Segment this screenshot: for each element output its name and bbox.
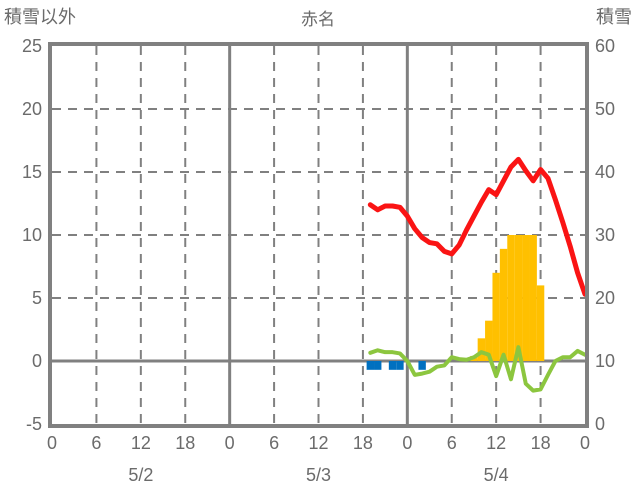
y-axis-tick-label: 20 — [21, 99, 42, 119]
x-axis-tick-label: 6 — [91, 433, 102, 453]
x-axis-tick-label: 18 — [175, 433, 196, 453]
y-axis-tick-label: 0 — [31, 351, 42, 371]
x-axis-day-label: 5/3 — [305, 465, 332, 485]
x-axis-tick-label: 18 — [530, 433, 551, 453]
chart-canvas — [52, 46, 585, 424]
left-axis-unit-label: 積雪以外 — [4, 7, 76, 27]
y-axis-tick-label: -5 — [25, 414, 42, 434]
x-axis-tick-label: 0 — [46, 433, 57, 453]
y2-axis-tick-label: 40 — [595, 162, 616, 182]
plot-inner — [52, 46, 585, 424]
y2-axis-tick-label: 10 — [595, 351, 616, 371]
x-axis-tick-label: 0 — [402, 433, 413, 453]
x-axis-day-label: 5/2 — [128, 465, 154, 485]
x-axis-tick-label: 18 — [352, 433, 373, 453]
right-axis-unit-label: 積雪 — [596, 7, 632, 27]
chart-title: 赤名 — [301, 10, 335, 29]
y-axis-tick-label: 15 — [21, 162, 42, 182]
y2-axis-tick-label: 50 — [595, 99, 616, 119]
y2-axis-tick-label: 30 — [595, 225, 616, 245]
x-axis-tick-label: 12 — [130, 433, 151, 453]
y2-axis-tick-label: 0 — [595, 414, 606, 434]
x-axis-day-label: 5/4 — [483, 465, 509, 485]
x-axis-tick-label: 12 — [486, 433, 507, 453]
x-axis-tick-label: 0 — [579, 433, 590, 453]
x-axis-tick-label: 6 — [446, 433, 457, 453]
x-axis-tick-label: 6 — [269, 433, 280, 453]
y2-axis-tick-label: 60 — [595, 36, 616, 56]
y-axis-tick-label: 25 — [21, 36, 42, 56]
y-axis-tick-label: 5 — [31, 288, 42, 308]
plot-area — [48, 42, 589, 428]
x-axis-tick-label: 0 — [224, 433, 235, 453]
y2-axis-tick-label: 20 — [595, 288, 616, 308]
y-axis-tick-label: 10 — [21, 225, 42, 245]
x-axis-tick-label: 12 — [308, 433, 329, 453]
